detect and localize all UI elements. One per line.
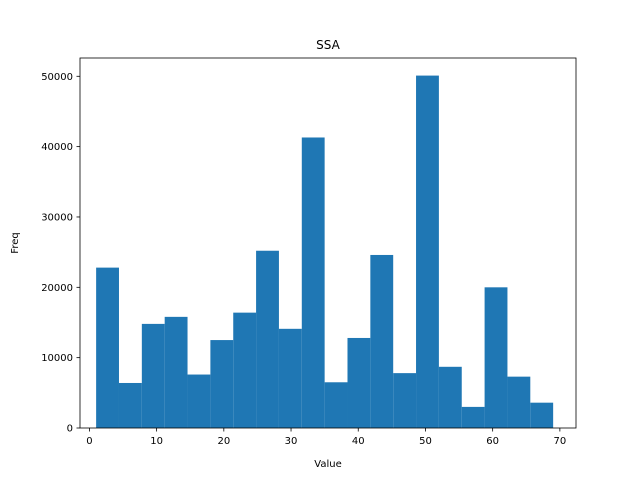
y-axis: 0 10000 20000 30000 40000 50000 (41, 72, 80, 435)
histogram-bar-7 (256, 250, 279, 428)
histogram-bar-17 (484, 287, 508, 428)
y-tick-label: 30000 (41, 212, 73, 223)
histogram-bar-10 (324, 382, 348, 428)
plot-frame (79, 57, 577, 429)
x-tick-label: 0 (86, 436, 92, 447)
histogram-bar-4 (187, 374, 211, 428)
y-tick-label: 20000 (41, 283, 73, 294)
x-tick-label: 20 (217, 436, 230, 447)
histogram-bar-9 (301, 137, 325, 428)
histogram-bar-0 (96, 267, 119, 428)
x-axis-label: Value (314, 459, 341, 470)
x-tick-label: 70 (554, 436, 567, 447)
histogram-bar-14 (416, 75, 439, 429)
histogram-bar-8 (278, 328, 302, 428)
histogram-bar-5 (210, 340, 234, 428)
histogram-bar-2 (141, 323, 165, 428)
histogram-bar-19 (530, 402, 554, 428)
y-axis-label: Freq (10, 232, 21, 253)
y-tick-label: 40000 (41, 142, 73, 153)
y-tick-label: 50000 (41, 72, 73, 83)
y-tick-label: 0 (67, 424, 73, 435)
histogram-bar-1 (118, 382, 142, 428)
y-tick-label: 10000 (41, 353, 73, 364)
histogram-bar-13 (393, 373, 417, 428)
x-axis: 0 10 20 30 40 50 60 70 (86, 428, 566, 447)
x-tick-label: 50 (419, 436, 432, 447)
x-tick-label: 60 (486, 436, 499, 447)
histogram-bar-16 (461, 406, 485, 428)
chart-title: SSA (316, 38, 340, 52)
histogram-bar-12 (370, 254, 394, 428)
histogram-bar-15 (438, 366, 462, 428)
histogram-bar-3 (164, 316, 188, 428)
x-tick-label: 30 (285, 436, 298, 447)
histogram-bar-11 (347, 337, 371, 428)
x-tick-label: 10 (150, 436, 163, 447)
bars-group (96, 75, 554, 429)
x-tick-label: 40 (352, 436, 365, 447)
histogram-bar-6 (233, 312, 257, 428)
histogram-bar-18 (507, 376, 531, 428)
